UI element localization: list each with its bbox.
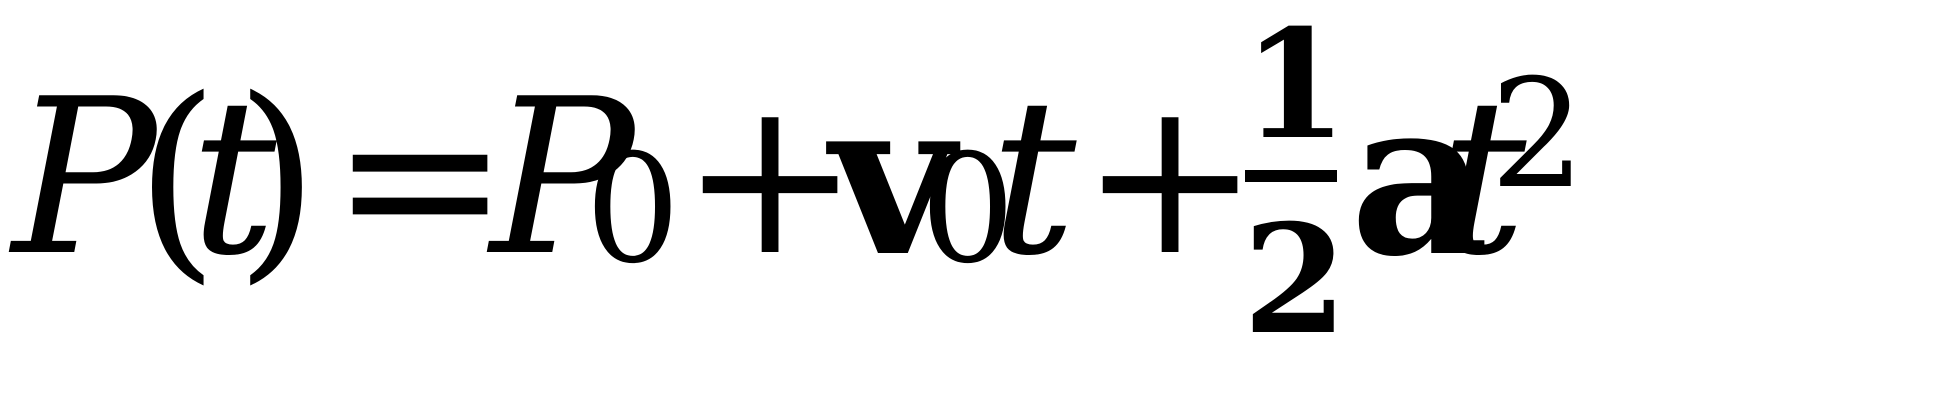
- plus-sign-2: +: [1080, 52, 1261, 303]
- equals-sign: =: [330, 52, 511, 303]
- close-paren: ): [235, 52, 319, 303]
- fraction-denominator: 2: [1242, 192, 1348, 368]
- fraction-bar: [1245, 170, 1337, 182]
- acceleration-symbol: a: [1350, 51, 1490, 304]
- lhs-symbol-p: P: [12, 52, 157, 303]
- velocity-symbol: v: [830, 51, 955, 304]
- open-paren: (: [135, 52, 219, 303]
- time-variable-t-final: t: [1440, 52, 1527, 303]
- plus-sign-1: +: [680, 52, 861, 303]
- fraction-numerator: 1: [1242, 0, 1348, 173]
- time-exponent: 2: [1490, 48, 1586, 222]
- p-subscript: 0: [585, 123, 681, 297]
- lhs-variable-t: t: [190, 52, 277, 303]
- velocity-subscript: 0: [920, 123, 1016, 297]
- p-symbol: P: [490, 52, 635, 303]
- time-variable-t: t: [990, 52, 1077, 303]
